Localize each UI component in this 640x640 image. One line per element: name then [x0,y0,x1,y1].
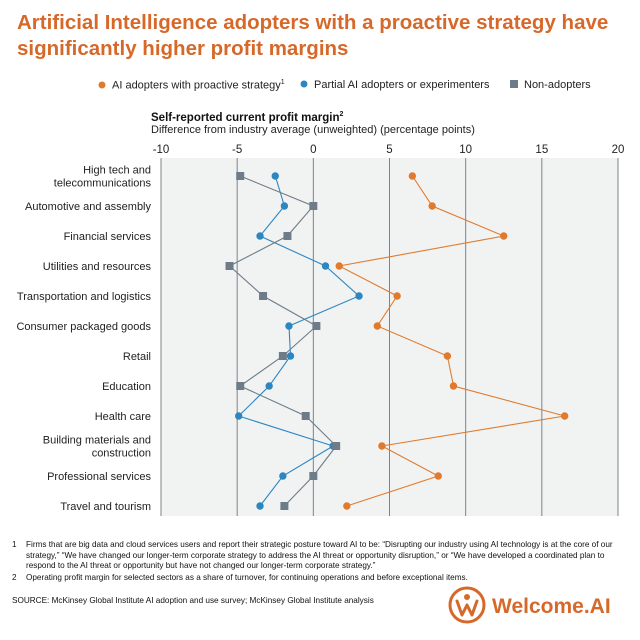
page-title: Artificial Intelligence adopters with a … [17,11,609,60]
category-label: High tech and [83,165,151,177]
data-point [393,292,401,300]
data-point [309,472,318,480]
series-line [228,175,337,507]
data-point [285,322,293,330]
footnote-text: Operating profit margin for selected sec… [26,572,468,582]
data-point [225,262,234,270]
welcome-ai-logo-icon [448,586,486,629]
legend-item-partial: Partial AI adopters or experimenters [300,79,489,91]
data-point [256,232,264,240]
data-point [301,412,310,420]
data-point [236,382,245,390]
data-point [265,382,273,390]
profit-margin-chart: -10 -5 0 5 10 15 20 High tech andtelecommunicat… [16,144,625,516]
data-point [278,352,287,360]
data-point [500,232,508,240]
chart-title-text: Self-reported current profit margin [151,111,340,124]
legend-item-proactive: AI adopters with proactive strategy1 [98,79,285,92]
data-point [259,292,268,300]
data-point [286,352,295,360]
data-point [309,202,318,210]
footnote-1: 1 Firms that are big data and cloud serv… [12,540,632,572]
footnote-text: Firms that are big data and cloud servic… [26,540,613,570]
legend-label-proactive: AI adopters with proactive strategy [112,79,281,92]
series-line [337,175,565,507]
data-point [428,202,436,210]
data-point [283,232,292,240]
category-label: Travel and tourism [60,501,151,513]
data-point [280,202,289,210]
data-point [234,412,243,420]
category-label: Consumer packaged goods [16,321,151,333]
data-point [355,292,363,300]
category-label: Building materials and [43,435,151,447]
chart-title: Self-reported current profit margin2 [151,111,343,124]
data-point [280,502,289,510]
data-point [256,502,264,510]
data-point [271,172,279,180]
chart-subtitle: Difference from industry average (unweig… [151,124,475,136]
legend-label-partial: Partial AI adopters or experimenters [314,79,490,91]
chart-legend: AI adopters with proactive strategy1 Par… [0,79,640,95]
data-point [236,172,245,180]
data-point [443,352,452,360]
x-tick-label: 15 [535,144,548,156]
x-tick-label: 10 [459,144,472,156]
footnotes: 1 Firms that are big data and cloud serv… [12,540,632,584]
category-label: Health care [95,411,151,423]
category-label: Financial services [64,231,152,243]
x-tick-label: -5 [232,144,242,156]
data-point [279,472,287,480]
chart-title-footnote-ref: 2 [339,111,344,118]
x-tick-label: 0 [310,144,316,156]
footnote-2: 2 Operating profit margin for selected s… [12,573,632,584]
circle-marker-icon [300,79,308,91]
x-tick-label: -10 [153,144,170,156]
category-label: Education [102,381,151,393]
legend-label-non-adopters: Non-adopters [524,79,591,91]
source-note: SOURCE: McKinsey Global Institute AI ado… [12,596,374,605]
category-label: Transportation and logistics [17,291,152,303]
data-point [434,472,442,480]
brand-logo: Welcome.AI [448,586,611,629]
series-line [237,175,361,507]
category-label: construction [92,448,151,460]
square-marker-icon [510,79,518,91]
data-point [373,322,382,330]
data-point [449,382,458,390]
category-label: Retail [123,351,151,363]
data-point [335,262,343,270]
x-tick-label: 20 [612,144,625,156]
footnote-number: 2 [12,572,17,582]
data-point [343,502,351,510]
circle-marker-icon [98,80,106,92]
category-label: Automotive and assembly [25,201,151,213]
category-label: Utilities and resources [43,261,152,273]
category-label: telecommunications [54,178,152,190]
brand-name: Welcome.AI [492,595,611,618]
legend-item-non-adopters: Non-adopters [510,79,591,91]
legend-footnote-ref: 1 [280,79,285,86]
footnote-number: 1 [12,540,17,549]
data-point [312,322,321,330]
data-point [408,172,417,180]
x-tick-label: 5 [386,144,392,156]
data-point [378,442,386,450]
data-point [321,262,330,270]
data-point [560,412,569,420]
category-label: Professional services [47,471,151,483]
data-point [332,442,341,450]
